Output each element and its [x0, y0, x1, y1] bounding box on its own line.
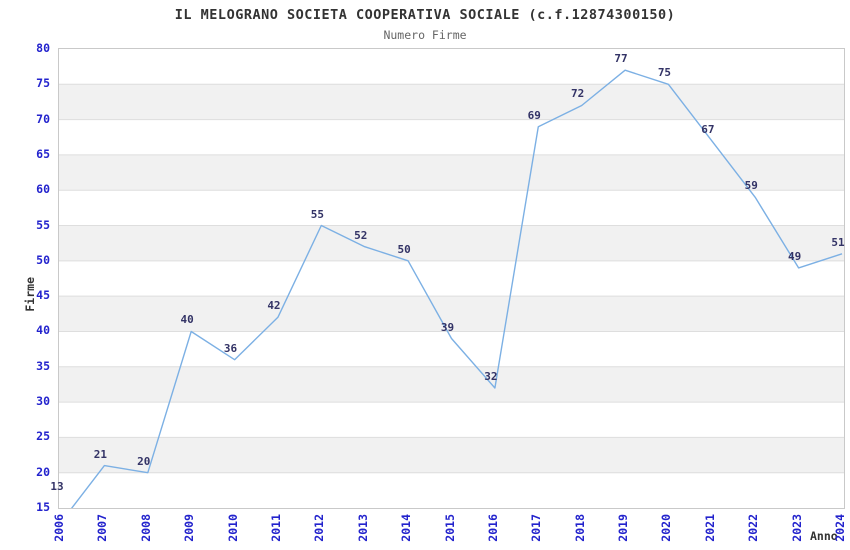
- x-tick-label: 2022: [746, 514, 761, 542]
- point-label: 32: [484, 369, 498, 383]
- point-label: 13: [50, 480, 64, 493]
- grid-band: [59, 84, 844, 120]
- y-tick-label: 25: [36, 429, 50, 444]
- x-tick-label: 2012: [312, 514, 327, 542]
- point-label: 50: [397, 242, 411, 256]
- y-tick-label: 20: [36, 464, 50, 479]
- y-tick-label: 75: [36, 76, 50, 91]
- x-tick-label: 2008: [138, 514, 153, 542]
- x-tick-label: 2006: [52, 514, 66, 542]
- grid-band: [59, 437, 844, 473]
- x-tick-label: 2013: [355, 514, 370, 542]
- point-label: 51: [831, 235, 845, 249]
- point-label: 69: [527, 108, 541, 122]
- x-tick-label: 2009: [182, 514, 197, 542]
- point-label: 55: [310, 207, 324, 221]
- x-tick-label: 2016: [485, 514, 500, 542]
- y-tick-label: 15: [36, 500, 50, 514]
- point-label: 39: [440, 320, 455, 334]
- y-tick-label: 55: [36, 217, 50, 232]
- y-tick-label: 40: [36, 323, 50, 338]
- point-label: 21: [93, 447, 107, 461]
- point-label: 52: [354, 228, 368, 242]
- grid-band: [59, 225, 844, 261]
- x-tick-label: 2011: [268, 514, 283, 542]
- x-tick-label: 2010: [225, 514, 240, 542]
- point-label: 77: [614, 52, 628, 66]
- x-tick-label: 2021: [702, 514, 717, 542]
- point-label: 42: [267, 299, 281, 313]
- x-axis-title: Anno: [810, 529, 838, 543]
- point-label: 40: [180, 313, 194, 327]
- grid-band: [59, 154, 844, 191]
- chart-title: IL MELOGRANO SOCIETA COOPERATIVA SOCIALE…: [174, 7, 676, 23]
- x-tick-label: 2018: [572, 514, 587, 542]
- chart-subtitle: Numero Firme: [383, 28, 467, 42]
- x-tick-label: 2024: [833, 514, 847, 542]
- point-label: 36: [223, 341, 238, 355]
- point-label: 20: [137, 454, 151, 468]
- point-label: 72: [571, 87, 585, 101]
- y-tick-label: 70: [36, 111, 50, 126]
- grid-band: [59, 366, 844, 403]
- y-tick-label: 35: [36, 358, 50, 373]
- x-tick-label: 2007: [95, 514, 110, 542]
- point-label: 75: [657, 66, 672, 80]
- data-line: [70, 69, 843, 508]
- y-tick-label: 50: [36, 252, 50, 267]
- x-tick-label: 2020: [659, 514, 674, 542]
- plot-area: 13 21 20 40 36 42 55 52 50 39 32 69 72 77 75 67 59 49 51: [50, 48, 845, 509]
- y-tick-label: 30: [36, 394, 50, 409]
- y-tick-label: 60: [36, 182, 50, 197]
- x-tick-label: 2023: [789, 514, 804, 542]
- x-tick-label: 2017: [529, 514, 544, 542]
- y-tick-label: 65: [36, 146, 50, 161]
- grid-band: [59, 296, 844, 332]
- x-tick-label: 2014: [399, 514, 414, 542]
- plot-canvas: [59, 69, 844, 508]
- x-tick-label: 2015: [442, 514, 457, 542]
- x-tick-label: 2019: [616, 514, 631, 542]
- point-label: 49: [787, 249, 802, 263]
- point-label: 59: [744, 179, 758, 193]
- point-label: 67: [701, 122, 715, 136]
- y-tick-label: 80: [36, 41, 50, 55]
- y-tick-label: 45: [36, 288, 50, 303]
